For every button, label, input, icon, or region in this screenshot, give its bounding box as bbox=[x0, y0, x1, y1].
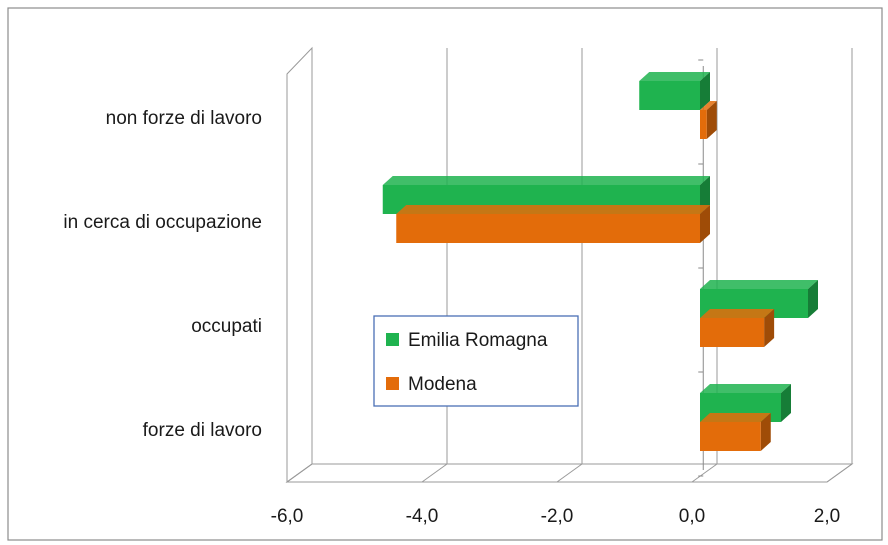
bar bbox=[700, 110, 707, 139]
bar-side-face bbox=[808, 280, 818, 318]
bar-top-face bbox=[396, 205, 710, 214]
bar-side-face bbox=[700, 72, 710, 110]
bar-side-face bbox=[760, 413, 771, 451]
legend-swatch bbox=[386, 333, 399, 346]
category-label: occupati bbox=[191, 316, 262, 337]
bar-side-face bbox=[781, 384, 791, 422]
legend-label: Emilia Romagna bbox=[408, 330, 548, 351]
bar-side-face bbox=[764, 309, 775, 347]
grid-depth-line bbox=[421, 463, 448, 483]
bar-side-face bbox=[700, 205, 710, 243]
bar-top-face bbox=[639, 72, 710, 81]
bar-top-face bbox=[700, 309, 775, 318]
legend-swatch bbox=[386, 377, 399, 390]
grid-depth-line bbox=[556, 463, 583, 483]
x-tick-label: 2,0 bbox=[814, 506, 840, 527]
x-tick-label: -2,0 bbox=[541, 506, 574, 527]
bar-top-face bbox=[700, 413, 771, 422]
bar-top-face bbox=[700, 101, 717, 110]
bar-top-face bbox=[382, 176, 710, 185]
chart-frame bbox=[7, 7, 883, 541]
x-tick-label: 0,0 bbox=[679, 506, 705, 527]
legend-box bbox=[373, 315, 579, 407]
bar-top-face bbox=[700, 280, 818, 289]
bar bbox=[639, 81, 700, 110]
category-label: non forze di lavoro bbox=[106, 108, 262, 129]
x-tick-label: -6,0 bbox=[271, 506, 304, 527]
bar bbox=[700, 318, 765, 347]
bar-side-face bbox=[706, 101, 717, 139]
chart-side-wall bbox=[286, 46, 313, 483]
bar bbox=[396, 214, 700, 243]
category-label: forze di lavoro bbox=[143, 420, 262, 441]
legend-label: Modena bbox=[408, 374, 477, 395]
bar-top-face bbox=[700, 384, 791, 393]
grid-depth-line bbox=[691, 463, 718, 483]
category-label: in cerca di occupazione bbox=[63, 212, 262, 233]
bar-side-face bbox=[700, 176, 710, 214]
x-tick-label: -4,0 bbox=[406, 506, 439, 527]
bar bbox=[700, 422, 761, 451]
